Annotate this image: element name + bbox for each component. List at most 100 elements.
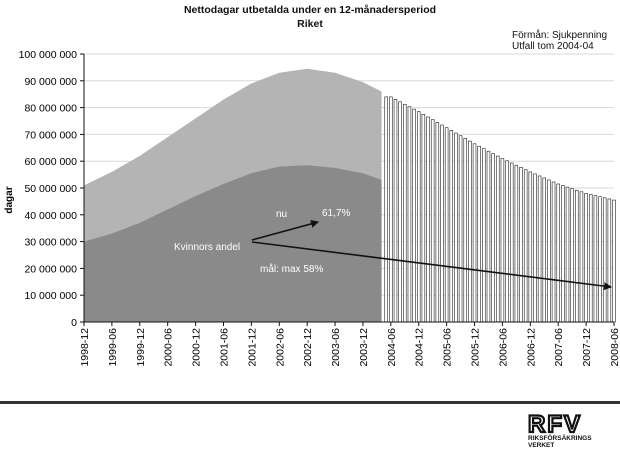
axes <box>80 53 615 326</box>
forecast-bar <box>444 127 449 323</box>
x-tick-label: 2001-06 <box>218 328 230 367</box>
chart-subtitle: Riket <box>297 18 323 30</box>
y-axis-label: dagar <box>4 186 15 213</box>
x-tick-label: 2008-06 <box>609 328 620 367</box>
y-tick-label: 70 000 000 <box>24 129 77 141</box>
forecast-bar <box>458 135 463 323</box>
forecast-bar <box>602 197 607 323</box>
logo-text: RFV <box>528 411 582 438</box>
forecast-bar <box>463 138 467 323</box>
forecast-bar <box>486 150 491 323</box>
forecast-bar <box>556 183 560 323</box>
y-tick-labels: 0 10 000 000 20 000 000 30 000 000 40 000 00… <box>19 49 78 329</box>
forecast-bar <box>579 191 584 323</box>
forecast-bar <box>523 169 528 323</box>
forecast-bar <box>565 186 570 323</box>
forecast-bar <box>468 140 472 323</box>
forecast-bar <box>384 96 388 323</box>
forecast-bar <box>509 162 514 323</box>
y-tick-label: 10 000 000 <box>24 290 77 302</box>
outcome-label: Utfall tom 2004-04 <box>512 41 594 52</box>
x-tick-label: 2007-12 <box>581 328 593 367</box>
x-tick-label: 2005-06 <box>442 328 454 367</box>
x-tick-label: 1998-12 <box>79 328 91 367</box>
forecast-bar <box>398 101 402 323</box>
forecast-bar <box>407 106 412 323</box>
y-tick-label: 20 000 000 <box>24 263 77 275</box>
y-tick-label: 80 000 000 <box>24 103 77 115</box>
annotations: nu 61,7% Kvinnors andel mål: max 58% <box>174 208 612 291</box>
forecast-bar <box>440 124 444 323</box>
x-tick-label: 2004-12 <box>414 328 426 367</box>
chart-title: Nettodagar utbetalda under en 12-månader… <box>183 4 437 16</box>
forecast-bar <box>589 194 593 323</box>
forecast-bar <box>514 164 519 323</box>
x-tick-label: 2006-12 <box>525 328 537 367</box>
y-tick-label: 30 000 000 <box>24 237 77 249</box>
forecast-bar <box>496 155 500 323</box>
forecast-bar <box>389 96 393 323</box>
benefit-label: Förmån: Sjukpenning <box>512 30 608 41</box>
forecast-bar <box>393 99 398 323</box>
annotation-share-now: 61,7% <box>322 208 350 219</box>
x-tick-label: 2000-06 <box>163 328 175 367</box>
x-tick-label: 2000-12 <box>191 328 203 367</box>
footer-divider <box>0 401 620 404</box>
forecast-bar-layer <box>384 96 616 323</box>
y-tick-label: 100 000 000 <box>19 49 78 61</box>
x-tick-label: 2003-06 <box>330 328 342 367</box>
forecast-bar <box>542 177 547 323</box>
rfv-logo: RFV <box>527 410 582 439</box>
y-tick-label: 0 <box>71 317 77 329</box>
forecast-bar <box>612 199 616 323</box>
forecast-bar <box>570 188 574 323</box>
forecast-bar <box>505 160 509 323</box>
forecast-bar <box>607 198 612 323</box>
forecast-bar <box>416 111 421 323</box>
forecast-bar <box>598 196 602 323</box>
x-tick-label: 2001-12 <box>246 328 258 367</box>
x-tick-label: 2003-12 <box>358 328 370 367</box>
forecast-bar <box>449 130 454 323</box>
forecast-bar <box>575 189 579 323</box>
x-tick-labels: 1998-12 1999-06 1999-12 2000-06 2000-12 2001-… <box>79 328 620 367</box>
forecast-bar <box>551 181 556 323</box>
forecast-bar <box>477 145 481 323</box>
annotation-women-share: Kvinnors andel <box>174 242 240 253</box>
forecast-bar <box>547 179 551 323</box>
forecast-bar <box>533 173 537 323</box>
forecast-bar <box>412 108 416 323</box>
area-women <box>84 165 382 322</box>
arrow-now <box>251 219 319 241</box>
forecast-bar <box>561 185 565 323</box>
forecast-bar <box>430 119 435 323</box>
x-tick-label: 2002-12 <box>302 328 314 367</box>
x-tick-label: 1999-06 <box>107 328 119 367</box>
y-tick-label: 40 000 000 <box>24 210 77 222</box>
arrow-goal <box>251 241 612 291</box>
y-tick-label: 50 000 000 <box>24 183 77 195</box>
x-tick-label: 2004-06 <box>386 328 398 367</box>
forecast-bar <box>491 153 495 323</box>
forecast-bar <box>403 103 407 323</box>
forecast-bar <box>500 158 505 323</box>
forecast-bar <box>421 114 426 323</box>
x-tick-label: 2005-12 <box>470 328 482 367</box>
forecast-bar <box>435 122 440 323</box>
forecast-bar <box>593 195 598 323</box>
forecast-bar <box>472 143 477 323</box>
y-tick-label: 90 000 000 <box>24 76 77 88</box>
forecast-bar <box>519 167 523 323</box>
forecast-bar <box>528 171 533 323</box>
forecast-bar <box>482 148 486 323</box>
x-tick-label: 2006-06 <box>497 328 509 367</box>
forecast-bar <box>537 175 542 323</box>
annotation-nu: nu <box>276 209 287 220</box>
x-tick-label: 2002-06 <box>274 328 286 367</box>
org-name: RIKSFÖRSÄKRINGS VERKET <box>528 435 592 449</box>
area-layer <box>84 68 382 323</box>
annotation-goal: mål: max 58% <box>260 263 323 275</box>
forecast-bar <box>426 116 430 323</box>
x-tick-label: 2007-06 <box>553 328 565 367</box>
